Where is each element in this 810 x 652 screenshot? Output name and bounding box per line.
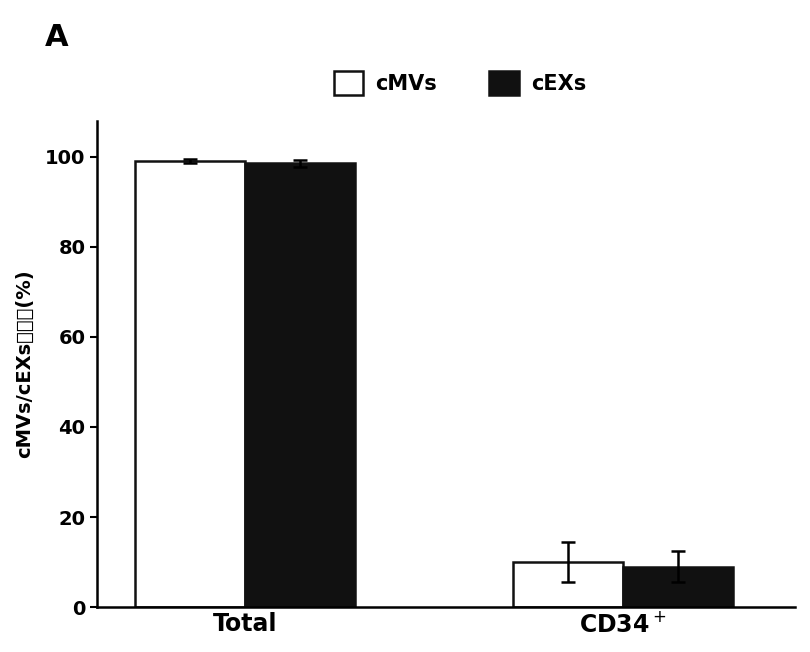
Bar (245, 163, 355, 607)
Bar (623, 567, 733, 607)
Bar (135, 161, 245, 607)
Legend: cMVs, cEXs: cMVs, cEXs (326, 63, 595, 104)
Y-axis label: cMVs/cEXs的纯化(%): cMVs/cEXs的纯化(%) (15, 269, 34, 458)
Text: A: A (45, 23, 68, 52)
Bar (514, 562, 623, 607)
